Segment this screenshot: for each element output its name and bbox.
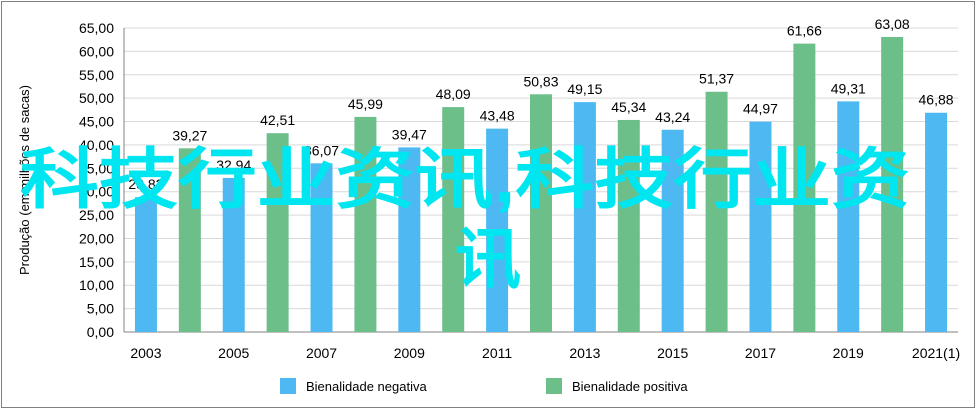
legend-swatch — [280, 378, 296, 394]
y-tick-label: 20,00 — [79, 230, 114, 246]
y-tick-label: 45,00 — [79, 114, 114, 130]
data-label: 43,48 — [480, 108, 515, 124]
y-tick-label: 0,00 — [87, 324, 114, 340]
x-tick-label: 2009 — [394, 345, 425, 361]
legend-label: Bienalidade positiva — [572, 379, 688, 394]
bar-bienalidade-negativa — [222, 177, 245, 332]
x-tick-label: 2007 — [306, 345, 337, 361]
y-tick-label: 40,00 — [79, 137, 114, 153]
bar-bienalidade-positiva — [793, 43, 816, 333]
data-label: 49,15 — [567, 81, 602, 97]
bar-bienalidade-negativa — [486, 128, 509, 332]
y-tick-label: 50,00 — [79, 90, 114, 106]
legend-swatch — [546, 378, 562, 394]
data-label: 39,27 — [172, 127, 207, 143]
data-label: 32,94 — [216, 157, 251, 173]
y-tick-label: 15,00 — [79, 254, 114, 270]
data-label: 50,83 — [523, 73, 558, 89]
bar-bienalidade-negativa — [661, 129, 684, 332]
bar-bienalidade-positiva — [881, 36, 904, 333]
bar-bienalidade-negativa — [749, 121, 772, 332]
data-label: 44,97 — [743, 101, 778, 117]
data-label: 43,24 — [655, 109, 690, 125]
y-tick-label: 5,00 — [87, 301, 114, 317]
data-label: 63,08 — [875, 16, 910, 32]
data-label: 51,37 — [699, 71, 734, 87]
data-label: 46,88 — [919, 92, 954, 108]
y-tick-label: 25,00 — [79, 207, 114, 223]
x-tick-label: 2003 — [130, 345, 161, 361]
data-label: 45,99 — [348, 96, 383, 112]
data-label: 45,34 — [611, 99, 646, 115]
data-label: 42,51 — [260, 112, 295, 128]
bar-bienalidade-positiva — [530, 94, 552, 332]
bar-bienalidade-negativa — [573, 102, 596, 332]
x-tick-label: 2011 — [482, 345, 512, 361]
bar-bienalidade-positiva — [266, 133, 289, 332]
bar-bienalidade-negativa — [310, 163, 333, 332]
y-tick-label: 10,00 — [79, 277, 114, 293]
x-tick-label: 2013 — [569, 345, 600, 361]
y-tick-label: 65,00 — [79, 20, 114, 36]
data-label: 28,82 — [128, 176, 163, 192]
x-tick-label: 2021(1) — [912, 345, 960, 361]
bar-bienalidade-positiva — [442, 107, 465, 333]
y-tick-label: 60,00 — [79, 43, 114, 59]
bar-bienalidade-negativa — [398, 147, 421, 332]
bar-bienalidade-positiva — [705, 91, 728, 332]
x-tick-label: 2017 — [745, 345, 776, 361]
legend-label: Bienalidade negativa — [306, 379, 427, 394]
x-tick-label: 2015 — [657, 345, 688, 361]
data-label: 61,66 — [787, 23, 822, 39]
data-label: 49,31 — [831, 80, 866, 96]
bar-bienalidade-negativa — [925, 112, 948, 332]
bar-bienalidade-positiva — [617, 119, 640, 333]
x-tick-label: 2005 — [218, 345, 249, 361]
bar-bienalidade-positiva — [354, 116, 377, 332]
bar-bienalidade-negativa — [837, 101, 860, 332]
y-tick-label: 55,00 — [79, 67, 114, 83]
y-tick-label: 35,00 — [79, 160, 114, 176]
data-label: 39,47 — [392, 126, 427, 142]
y-axis-label: Produção (em milhões de sacas) — [17, 85, 32, 275]
x-tick-label: 2019 — [833, 345, 864, 361]
bar-bienalidade-positiva — [178, 148, 201, 332]
bar-bienalidade-negativa — [134, 197, 157, 332]
data-label: 48,09 — [436, 86, 471, 102]
data-label: 36,07 — [304, 142, 339, 158]
y-tick-label: 30,00 — [79, 184, 114, 200]
